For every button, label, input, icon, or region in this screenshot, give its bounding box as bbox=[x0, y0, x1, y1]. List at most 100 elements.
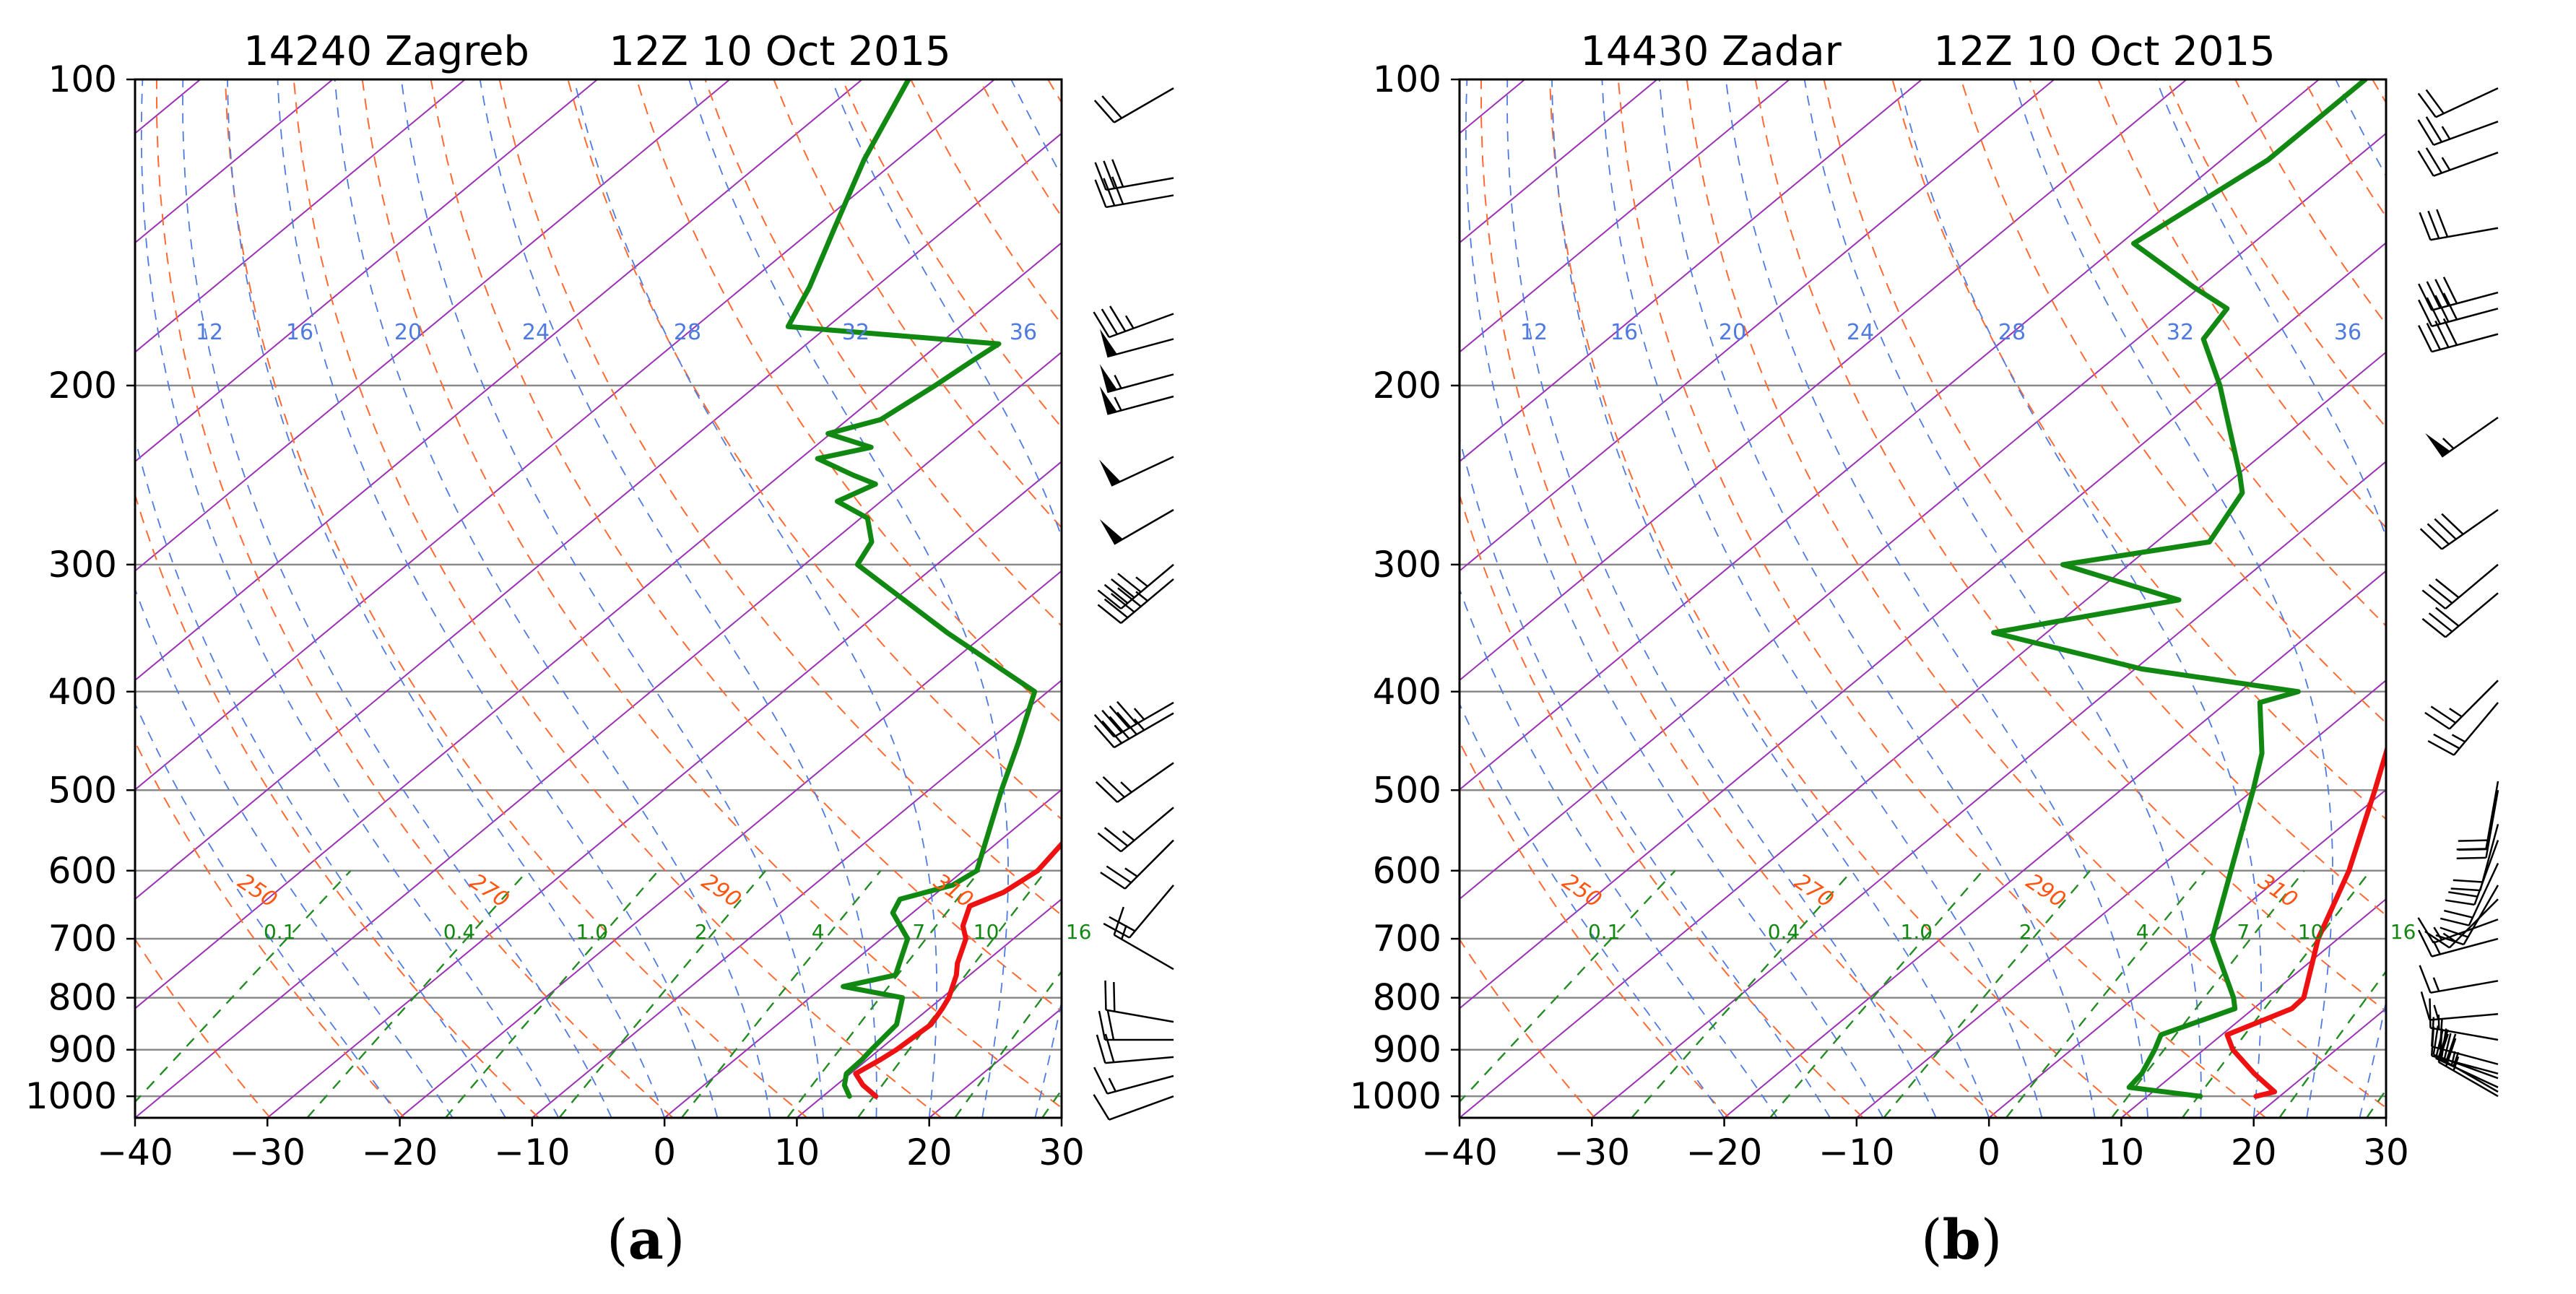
wind-barb bbox=[2417, 116, 2499, 146]
wind-barb-feather bbox=[1103, 583, 1129, 604]
moist-adiabat bbox=[2466, 79, 2552, 1118]
wind-barb-half-feather bbox=[2433, 1004, 2440, 1020]
wind-barb-half-feather bbox=[1122, 830, 1135, 841]
wind-barb-staff bbox=[2448, 898, 2499, 949]
wind-barb-feather bbox=[2434, 279, 2450, 306]
x-tick-label: 20 bbox=[2231, 1132, 2277, 1173]
wind-barb-flag bbox=[1099, 329, 1117, 357]
wind-barb bbox=[1099, 386, 1174, 415]
wind-barb bbox=[2440, 862, 2499, 926]
x-tick-label: 0 bbox=[653, 1132, 676, 1173]
wind-barb-flag bbox=[1098, 459, 1121, 486]
wind-barb bbox=[1100, 839, 1174, 890]
mixing-ratio-line bbox=[444, 870, 659, 1118]
wind-barb-feather bbox=[1094, 162, 1107, 191]
wind-barb bbox=[1093, 87, 1174, 123]
wind-barb-half-feather bbox=[1120, 781, 1132, 794]
wind-barb-half-feather bbox=[2449, 708, 2463, 718]
moist-adiabat-label: 28 bbox=[1998, 320, 2026, 345]
wind-barb-feather bbox=[2435, 934, 2464, 946]
wind-barb bbox=[2419, 209, 2499, 241]
dry-adiabat bbox=[224, 79, 808, 1118]
wind-barb-feather bbox=[2434, 607, 2460, 627]
moist-adiabat bbox=[2518, 79, 2552, 1118]
wind-barb-staff bbox=[2448, 679, 2499, 730]
isotherm bbox=[399, 570, 1062, 1118]
wind-barb-feather bbox=[2421, 617, 2447, 638]
wind-barb bbox=[2420, 991, 2499, 1021]
wind-barb-feather bbox=[1093, 1094, 1110, 1121]
wind-barb-half-feather bbox=[1124, 867, 1138, 877]
wind-barb-staff bbox=[2431, 291, 2499, 311]
y-tick-label: 600 bbox=[48, 850, 117, 892]
wind-barb-feather bbox=[1109, 916, 1136, 932]
wind-barb-half-feather bbox=[2451, 734, 2466, 743]
wind-barb-feather bbox=[1097, 589, 1122, 609]
panel-caption-b: (b) bbox=[1921, 1207, 2003, 1272]
isotherm bbox=[135, 79, 863, 682]
wind-barb-feather bbox=[2417, 119, 2434, 146]
wind-barb bbox=[2425, 417, 2499, 458]
mixing-ratio-line bbox=[135, 869, 352, 1103]
moist-adiabat bbox=[2155, 79, 2386, 1118]
moist-adiabat-label: 28 bbox=[674, 320, 701, 345]
dry-adiabat bbox=[2510, 79, 2552, 1118]
wind-barb-feather bbox=[1093, 100, 1115, 123]
isotherm bbox=[1856, 679, 2386, 1118]
moist-adiabat bbox=[831, 79, 1062, 1118]
wind-barb-half-feather bbox=[1114, 374, 1122, 389]
moist-adiabat-label: 36 bbox=[2334, 320, 2362, 345]
dry-adiabat bbox=[1617, 79, 2267, 1118]
wind-barb-staff bbox=[1105, 1056, 1174, 1064]
wind-barb-feather bbox=[1103, 827, 1129, 847]
wind-barb-staff bbox=[2435, 1057, 2499, 1088]
mixing-ratio-line bbox=[2278, 970, 2386, 1118]
wind-barb-feather bbox=[2425, 147, 2443, 174]
wind-barb-feather bbox=[1096, 1034, 1106, 1064]
dry-adiabat bbox=[430, 79, 1062, 1012]
y-tick-label: 100 bbox=[48, 58, 117, 100]
mixing-ratio-line bbox=[1769, 870, 1984, 1118]
isotherm bbox=[135, 79, 334, 244]
wind-barb-feather bbox=[1103, 598, 1129, 619]
wind-barb-feather bbox=[2453, 879, 2483, 883]
wind-barb bbox=[1097, 578, 1174, 624]
wind-barb-feather bbox=[2419, 965, 2432, 994]
mixing-ratio-line bbox=[1883, 870, 2091, 1118]
moist-adiabat-label: 20 bbox=[1719, 320, 1746, 345]
isotherm bbox=[2253, 1007, 2386, 1118]
wind-barb-feather bbox=[2448, 891, 2478, 898]
dry-adiabat bbox=[1480, 79, 1998, 1118]
wind-barb-staff bbox=[2485, 781, 2499, 849]
wind-barb-half-feather bbox=[1120, 925, 1127, 940]
dry-adiabat bbox=[704, 79, 1062, 628]
panel-caption-b-letter: b bbox=[1942, 1207, 1981, 1272]
time-title: 12Z 10 Oct 2015 bbox=[1933, 28, 2276, 75]
wind-barb-feather bbox=[1097, 604, 1122, 624]
y-tick-label: 900 bbox=[48, 1029, 117, 1071]
wind-barb bbox=[2418, 277, 2499, 311]
dry-adiabat bbox=[155, 79, 674, 1118]
moist-adiabat bbox=[1725, 79, 2148, 1118]
wind-barb-staff bbox=[2473, 840, 2499, 906]
wind-barb-feather bbox=[1095, 781, 1119, 803]
wind-barb bbox=[1093, 700, 1174, 738]
wind-barb-staff bbox=[2445, 592, 2499, 638]
wind-barb-feather bbox=[2418, 299, 2433, 327]
mixing-ratio-line bbox=[857, 870, 1047, 1118]
wind-barb bbox=[1099, 508, 1174, 545]
wind-barb-feather bbox=[1116, 700, 1137, 725]
wind-barb bbox=[2429, 998, 2499, 1041]
y-tick-label: 500 bbox=[1373, 769, 1441, 811]
isotherm bbox=[796, 898, 1062, 1118]
moist-adiabat bbox=[1460, 702, 1725, 1118]
moist-adiabat bbox=[1898, 79, 2262, 1118]
mixing-ratio-label: 0.1 bbox=[264, 920, 296, 944]
moist-adiabat-label: 16 bbox=[286, 320, 313, 345]
moist-adiabat bbox=[277, 79, 719, 1118]
moist-adiabat bbox=[135, 587, 454, 1118]
dry-adiabat-label: 250 bbox=[233, 869, 282, 913]
isotherm bbox=[2385, 1116, 2386, 1118]
